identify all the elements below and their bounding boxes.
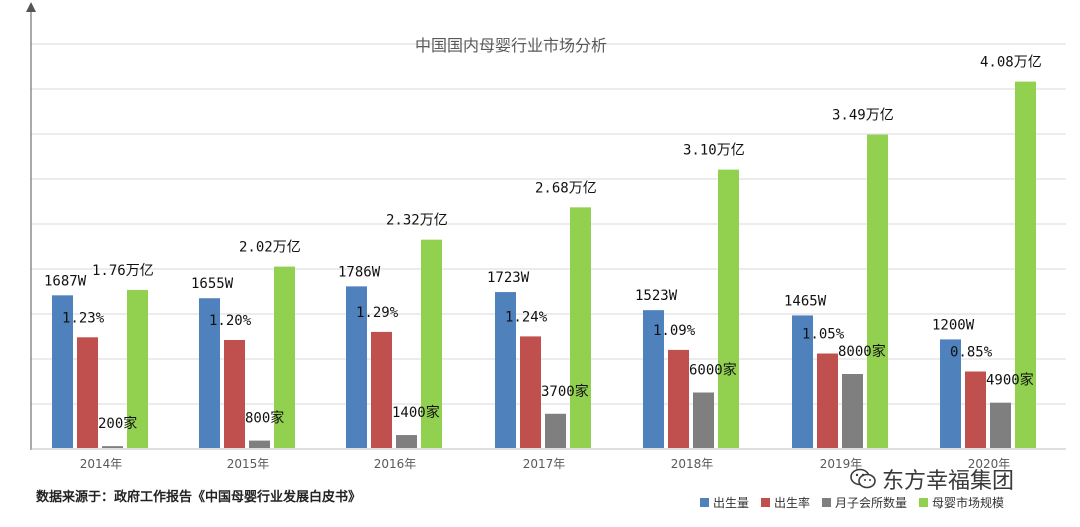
market-size-label: 2.68万亿 (535, 180, 597, 196)
births-label: 1465W (784, 293, 827, 309)
births-bar (199, 298, 220, 448)
confinement-centers-label: 1400家 (392, 404, 440, 421)
birth-rate-bar (224, 340, 245, 448)
x-tick-label: 2014年 (80, 457, 123, 471)
x-tick-label: 2018年 (671, 457, 714, 471)
births-label: 1786W (338, 264, 381, 280)
y-axis-arrow (26, 2, 36, 12)
births-bar (346, 286, 367, 448)
market-size-bar (570, 207, 591, 448)
data-labels: 1687W 1655W 1786W 1723W 1523W 1465W 1200W 1.23%… (44, 55, 1042, 433)
legend-swatch (761, 498, 771, 507)
confinement-centers-label: 200家 (98, 415, 137, 432)
births-label: 1687W (44, 273, 87, 289)
confinement-centers-label: 800家 (245, 410, 284, 427)
birth-rate-bar (371, 331, 392, 448)
watermark: 东方幸福集团 (850, 463, 1014, 495)
market-size-label: 3.49万亿 (832, 108, 894, 124)
market-size-label: 1.76万亿 (92, 263, 154, 279)
x-tick-label: 2020年 (968, 457, 1011, 471)
births-label: 1723W (487, 270, 530, 286)
birth-rate-label: 0.85% (950, 345, 993, 361)
birth-rate-label: 1.23% (62, 310, 105, 326)
market-size-label: 2.02万亿 (239, 240, 301, 256)
gridlines (31, 43, 1066, 405)
legend-item: 出生率 (761, 494, 810, 511)
confinement-centers-bar (396, 435, 417, 448)
legend-label: 出生量 (713, 496, 750, 510)
market-size-label: 2.32万亿 (386, 213, 448, 229)
x-tick-label: 2019年 (820, 457, 863, 471)
births-label: 1200W (932, 317, 975, 333)
births-bar (495, 292, 516, 448)
confinement-centers-bar (102, 446, 123, 448)
market-size-bar (867, 134, 888, 448)
legend-label: 月子会所数量 (835, 496, 908, 510)
x-tick-labels: 2014年 2015年 2016年 2017年 2018年 2019年 2020年 (80, 457, 1011, 471)
legend-item: 母婴市场规模 (919, 494, 1004, 511)
births-label: 1655W (191, 276, 234, 292)
x-tick-label: 2016年 (374, 457, 417, 471)
market-size-label: 3.10万亿 (683, 143, 745, 159)
birth-rate-label: 1.09% (653, 323, 696, 339)
legend: 出生量 出生率 月子会所数量 母婴市场规模 (700, 494, 1004, 511)
confinement-centers-bar (249, 440, 270, 448)
confinement-centers-label: 4900家 (986, 372, 1034, 389)
watermark-text: 东方幸福集团 (882, 469, 1015, 494)
confinement-centers-bar (842, 374, 863, 448)
confinement-centers-label: 8000家 (838, 343, 886, 360)
birth-rate-bar (817, 353, 838, 448)
births-bar (940, 339, 961, 448)
source-note: 数据来源于：政府工作报告《中国母婴行业发展白皮书》 (36, 490, 362, 505)
legend-label: 母婴市场规模 (932, 496, 1005, 510)
confinement-centers-bar (990, 402, 1011, 448)
bars (52, 81, 1036, 448)
confinement-centers-label: 6000家 (689, 362, 737, 379)
birth-rate-bar (965, 371, 986, 448)
legend-item: 月子会所数量 (822, 494, 907, 511)
market-size-bar (127, 289, 148, 448)
births-bar (52, 295, 73, 448)
legend-swatch (919, 498, 929, 507)
market-size-label: 4.08万亿 (980, 55, 1042, 71)
births-bar (643, 310, 664, 448)
birth-rate-bar (668, 349, 689, 448)
birth-rate-bar (77, 337, 98, 448)
legend-label: 出生率 (774, 496, 811, 510)
wechat-icon (850, 468, 876, 490)
confinement-centers-label: 3700家 (541, 383, 589, 400)
market-size-bar (1015, 81, 1036, 448)
market-size-bar (421, 239, 442, 448)
confinement-centers-bar (545, 413, 566, 448)
legend-swatch (700, 498, 709, 507)
confinement-centers-bar (693, 392, 714, 448)
births-label: 1523W (635, 288, 678, 304)
birth-rate-label: 1.05% (802, 327, 845, 343)
birth-rate-label: 1.20% (209, 313, 252, 329)
market-size-bar (274, 266, 295, 448)
births-bar (792, 315, 813, 448)
market-size-bar (718, 169, 739, 448)
x-tick-label: 2017年 (523, 457, 566, 471)
chart-title: 中国国内母婴行业市场分析 (415, 36, 607, 55)
birth-rate-label: 1.24% (505, 309, 548, 325)
x-tick-label: 2015年 (227, 457, 270, 471)
birth-rate-bar (520, 336, 541, 448)
legend-swatch (822, 498, 832, 507)
birth-rate-label: 1.29% (356, 305, 399, 321)
legend-item: 出生量 (700, 494, 749, 511)
